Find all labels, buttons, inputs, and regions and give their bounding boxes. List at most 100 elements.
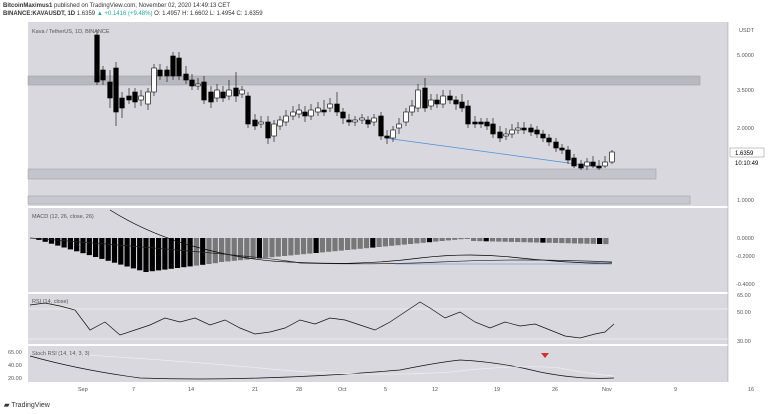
candle-body xyxy=(340,111,346,119)
macd-bar xyxy=(86,238,92,256)
candle-body xyxy=(252,119,258,127)
footer-bar xyxy=(0,398,768,414)
stoch-d-line xyxy=(29,351,615,377)
macd-histogram xyxy=(36,238,609,272)
macd-bar xyxy=(93,238,99,257)
tradingview-logo[interactable]: ▰ TradingView xyxy=(4,401,50,409)
time-label: 21 xyxy=(252,387,258,393)
macd-bar xyxy=(275,238,281,257)
candle-body xyxy=(245,95,251,125)
macd-bar xyxy=(256,238,262,259)
candle-body xyxy=(315,107,321,113)
macd-bar xyxy=(332,238,338,252)
resistance-zone[interactable] xyxy=(27,75,701,86)
lower-zone[interactable] xyxy=(27,195,691,205)
macd-bar xyxy=(187,238,193,267)
candle-body xyxy=(484,121,490,127)
price-tick: 3.5000 xyxy=(737,88,754,94)
macd-bar xyxy=(156,238,162,271)
candle-body xyxy=(308,109,314,117)
candle-body xyxy=(119,97,125,109)
macd-bar xyxy=(269,238,275,258)
macd-bar xyxy=(219,238,225,262)
ohlc-values: O: 1.4957 H: 1.6602 L: 1.4954 C: 1.6359 xyxy=(154,11,263,17)
candle-body xyxy=(571,157,577,167)
countdown-timer: 10:10:49 xyxy=(735,161,759,167)
time-label: 19 xyxy=(494,387,500,393)
macd-bar xyxy=(565,238,571,244)
candle-body xyxy=(233,87,239,97)
rsi-pane[interactable] xyxy=(28,294,728,344)
candle-body xyxy=(107,81,113,99)
candle-body xyxy=(497,131,503,139)
macd-bar xyxy=(338,238,344,251)
candle-body xyxy=(220,91,226,99)
macd-bar xyxy=(42,238,48,242)
candle-body xyxy=(208,91,214,103)
candle-body xyxy=(490,123,496,135)
candle-body xyxy=(565,149,571,161)
macd-bar xyxy=(471,238,477,241)
price-axis[interactable] xyxy=(728,22,768,382)
macd-tick: -0.4000 xyxy=(736,282,755,288)
candle-body xyxy=(113,67,119,113)
stoch-pane[interactable] xyxy=(28,346,728,382)
time-axis[interactable] xyxy=(28,382,728,396)
last-price: 1.6359 xyxy=(76,11,96,17)
time-label: 28 xyxy=(296,387,302,393)
candle-body xyxy=(546,137,552,143)
candle-body xyxy=(138,95,144,101)
candle-body xyxy=(176,57,182,77)
symbol-line: BINANCE:KAVAUSDT, 1D 1.6359 ▲ +0.1416 (+… xyxy=(3,10,263,18)
descending-trendline[interactable] xyxy=(384,137,599,168)
macd-bar xyxy=(401,238,407,245)
macd-bar xyxy=(389,238,395,246)
author-name[interactable]: BitcoinMaximus1 xyxy=(3,3,53,9)
macd-bar xyxy=(540,238,546,243)
macd-bar xyxy=(534,238,540,243)
candle-body xyxy=(609,151,615,163)
macd-bar xyxy=(168,238,174,269)
candle-body xyxy=(371,117,377,123)
sell-signal-arrow-icon xyxy=(541,353,549,358)
macd-bar xyxy=(603,238,609,245)
macd-bar xyxy=(345,238,351,250)
macd-bar xyxy=(237,238,244,261)
macd-bar xyxy=(231,238,237,261)
candle-body xyxy=(145,91,151,105)
macd-bar xyxy=(143,238,149,272)
macd-bar xyxy=(282,238,288,256)
chart-canvas[interactable]: Kava / TetherUS, 1D, BINANCE MACD (12, 2… xyxy=(0,0,768,398)
macd-bar xyxy=(61,238,67,248)
macd-bar xyxy=(111,238,118,263)
macd-bar xyxy=(212,238,218,264)
currency-label: USDT xyxy=(739,28,755,34)
candle-body xyxy=(440,95,446,105)
candle-body xyxy=(465,105,471,125)
price-tag-box xyxy=(729,147,765,158)
tv-logo-icon: ▰ xyxy=(4,402,12,409)
candle-body xyxy=(226,89,232,97)
stoch-tick: 20.00 xyxy=(8,376,22,382)
macd-bar xyxy=(546,238,552,243)
candle-body xyxy=(283,115,289,123)
macd-bar xyxy=(483,238,489,242)
candle-body xyxy=(352,119,358,123)
macd-bar xyxy=(439,238,445,241)
macd-bar xyxy=(458,238,464,240)
candle-body xyxy=(559,147,565,151)
macd-bar xyxy=(319,238,325,253)
publish-line: BitcoinMaximus1 published on TradingView… xyxy=(3,2,230,10)
macd-bar xyxy=(74,238,80,252)
support-zone[interactable] xyxy=(27,168,657,180)
macd-bar xyxy=(376,238,382,247)
macd-bar xyxy=(326,238,332,252)
candle-body xyxy=(509,129,515,135)
candle-body xyxy=(403,111,409,123)
macd-bar xyxy=(552,238,559,243)
macd-bar xyxy=(225,238,231,262)
candle-body xyxy=(214,89,220,99)
candle-body xyxy=(409,105,415,113)
macd-bar xyxy=(181,238,187,268)
time-axis-labels: Sep 7 14 21 28 Oct 5 12 19 26 Nov 9 16 xyxy=(78,387,754,393)
